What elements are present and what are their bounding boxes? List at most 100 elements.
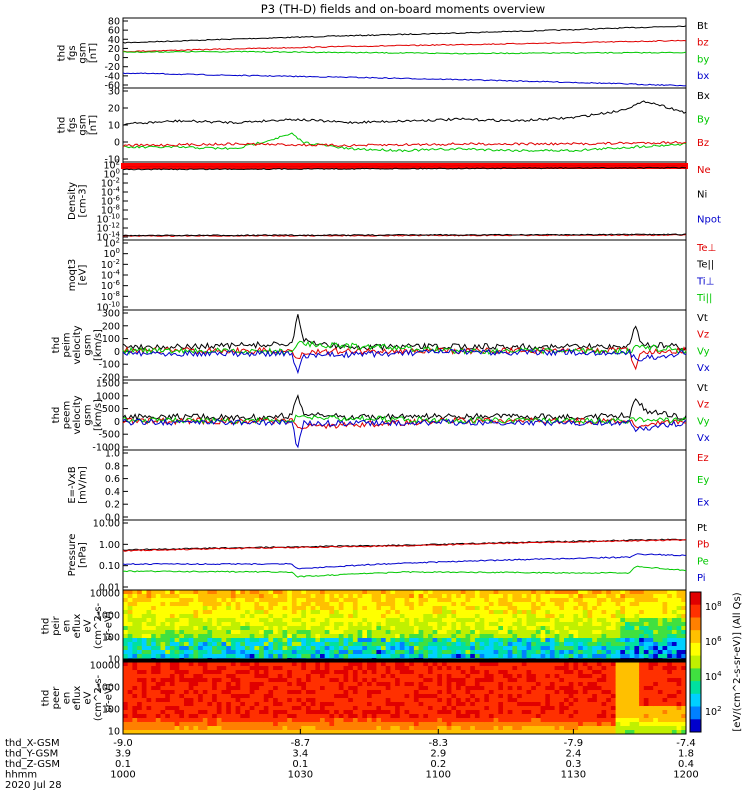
heatmap-cell xyxy=(498,610,504,615)
heatmap-cell xyxy=(606,666,612,671)
heatmap-cell xyxy=(423,622,429,627)
heatmap-cell xyxy=(165,642,171,647)
heatmap-cell xyxy=(559,706,565,711)
heatmap-cell xyxy=(230,634,236,639)
heatmap-cell xyxy=(442,654,448,659)
heatmap-cell xyxy=(559,594,565,599)
heatmap-cell xyxy=(371,674,377,679)
heatmap-cell xyxy=(437,642,443,647)
heatmap-cell xyxy=(488,646,494,651)
heatmap-cell xyxy=(578,642,584,647)
heatmap-cell xyxy=(282,678,288,683)
heatmap-cell xyxy=(606,730,612,735)
heatmap-cell xyxy=(564,590,570,595)
y-axis-label-line: [nT] xyxy=(88,43,99,63)
heatmap-cell xyxy=(465,674,471,679)
heatmap-cell xyxy=(174,710,180,715)
heatmap-cell xyxy=(648,618,654,623)
heatmap-cell xyxy=(465,710,471,715)
heatmap-cell xyxy=(198,678,204,683)
heatmap-cell xyxy=(470,614,476,619)
heatmap-cell xyxy=(596,726,602,731)
heatmap-cell xyxy=(310,698,316,703)
heatmap-cell xyxy=(470,682,476,687)
heatmap-cell xyxy=(282,666,288,671)
heatmap-cell xyxy=(226,622,232,627)
heatmap-cell xyxy=(184,626,190,631)
heatmap-cell xyxy=(610,674,616,679)
heatmap-cell xyxy=(606,710,612,715)
heatmap-cell xyxy=(662,670,668,675)
heatmap-cell xyxy=(639,614,645,619)
heatmap-cell xyxy=(334,606,340,611)
heatmap-cell xyxy=(615,730,621,735)
heatmap-cell xyxy=(653,646,659,651)
heatmap-cell xyxy=(296,650,302,655)
heatmap-cell xyxy=(582,686,588,691)
heatmap-cell xyxy=(141,622,147,627)
heatmap-cell xyxy=(169,726,175,731)
heatmap-cell xyxy=(226,694,232,699)
heatmap-cell xyxy=(141,650,147,655)
heatmap-cell xyxy=(245,714,251,719)
heatmap-cell xyxy=(667,594,673,599)
heatmap-cell xyxy=(620,682,626,687)
heatmap-cell xyxy=(324,614,330,619)
heatmap-cell xyxy=(503,714,509,719)
heatmap-cell xyxy=(338,718,344,723)
heatmap-cell xyxy=(418,650,424,655)
heatmap-cell xyxy=(123,630,129,635)
heatmap-cell xyxy=(488,706,494,711)
heatmap-cell xyxy=(549,646,555,651)
heatmap-cell xyxy=(451,698,457,703)
heatmap-cell xyxy=(155,634,161,639)
heatmap-cell xyxy=(320,606,326,611)
heatmap-cell xyxy=(465,654,471,659)
heatmap-cell xyxy=(488,726,494,731)
heatmap-cell xyxy=(625,606,631,611)
heatmap-cell xyxy=(268,602,274,607)
heatmap-cell xyxy=(484,666,490,671)
heatmap-cell xyxy=(610,678,616,683)
heatmap-cell xyxy=(657,726,663,731)
heatmap-cell xyxy=(451,678,457,683)
heatmap-cell xyxy=(155,654,161,659)
heatmap-cell xyxy=(184,714,190,719)
heatmap-cell xyxy=(639,710,645,715)
heatmap-cell xyxy=(573,634,579,639)
heatmap-cell xyxy=(451,646,457,651)
heatmap-cell xyxy=(306,598,312,603)
heatmap-cell xyxy=(254,610,260,615)
heatmap-cell xyxy=(625,682,631,687)
heatmap-cell xyxy=(127,678,133,683)
heatmap-cell xyxy=(226,606,232,611)
heatmap-cell xyxy=(671,610,677,615)
heatmap-cell xyxy=(160,710,166,715)
heatmap-cell xyxy=(249,710,255,715)
heatmap-cell xyxy=(667,610,673,615)
heatmap-cell xyxy=(404,642,410,647)
y-axis-label-line: E=-VxB xyxy=(67,466,78,503)
heatmap-cell xyxy=(451,722,457,727)
heatmap-cell xyxy=(338,650,344,655)
heatmap-cell xyxy=(437,650,443,655)
heatmap-cell xyxy=(254,602,260,607)
heatmap-cell xyxy=(606,690,612,695)
heatmap-cell xyxy=(615,622,621,627)
heatmap-cell xyxy=(259,654,265,659)
y-axis-label-line: [km/s] xyxy=(93,329,104,361)
heatmap-cell xyxy=(226,654,232,659)
heatmap-cell xyxy=(540,614,546,619)
heatmap-cell xyxy=(216,694,222,699)
heatmap-cell xyxy=(296,722,302,727)
heatmap-cell xyxy=(291,714,297,719)
heatmap-cell xyxy=(409,598,415,603)
heatmap-cell xyxy=(395,594,401,599)
heatmap-cell xyxy=(169,690,175,695)
heatmap-cell xyxy=(404,710,410,715)
heatmap-cell xyxy=(610,598,616,603)
heatmap-cell xyxy=(282,686,288,691)
heatmap-cell xyxy=(127,710,133,715)
heatmap-cell xyxy=(240,666,246,671)
heatmap-cell xyxy=(474,674,480,679)
